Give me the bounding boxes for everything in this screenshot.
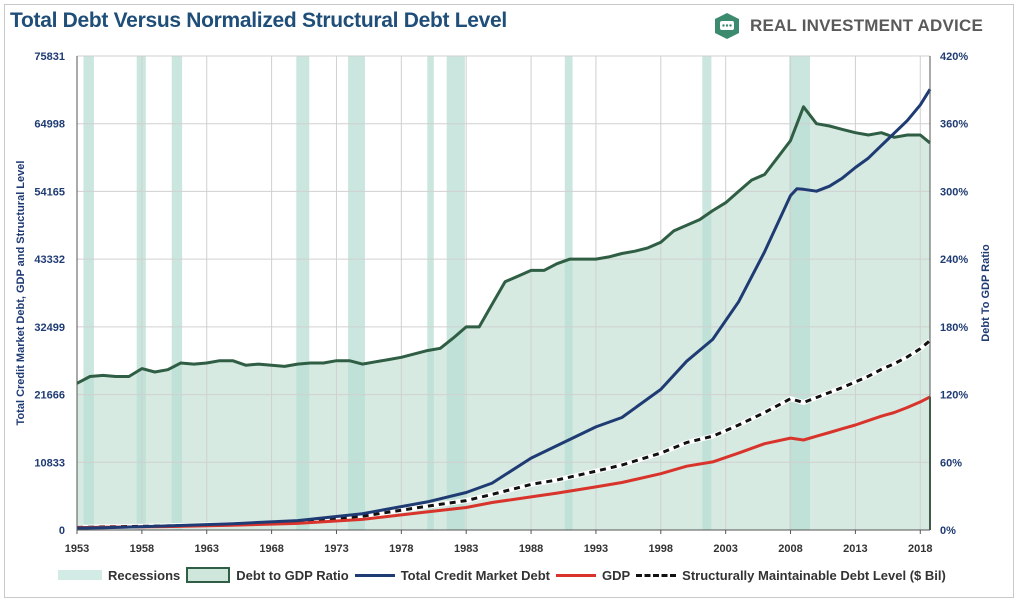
legend-item-recessions: Recessions	[58, 568, 180, 583]
x-tick-label: 1968	[259, 543, 283, 555]
y-right-tick-label: 0%	[940, 525, 956, 537]
legend-label-ratio: Debt to GDP Ratio	[236, 567, 349, 583]
x-tick-label: 1993	[584, 543, 608, 555]
x-tick-label: 1973	[324, 543, 348, 555]
y-right-tick-label: 240%	[940, 254, 968, 266]
x-tick-label: 1953	[65, 543, 89, 555]
legend-label-gdp: GDP	[601, 567, 631, 583]
x-tick-label: 2013	[843, 543, 867, 555]
y-left-tick-label: 10833	[34, 457, 65, 469]
recession-band	[427, 56, 434, 530]
y-right-tick-label: 120%	[940, 390, 968, 402]
x-tick-label: 2018	[908, 543, 932, 555]
x-tick-label: 1998	[649, 543, 673, 555]
legend-item-structural: Structurally Maintainable Debt Level ($ …	[636, 568, 946, 583]
x-tick-label: 2003	[713, 543, 737, 555]
ratio-area	[77, 106, 930, 531]
brand-name: REAL INVESTMENT ADVICE	[750, 16, 983, 35]
legend-item-gdp: GDP	[555, 567, 631, 583]
y-right-tick-label: 60%	[940, 457, 962, 469]
y-axis-title-right: Debt To GDP Ratio	[980, 244, 992, 342]
recession-band	[296, 56, 310, 530]
recession-band	[702, 56, 712, 530]
y-right-tick-label: 420%	[940, 51, 968, 63]
y-right-tick-label: 300%	[940, 186, 968, 198]
y-left-tick-label: 54165	[34, 186, 65, 198]
recession-band	[83, 56, 94, 530]
x-tick-label: 1988	[519, 543, 543, 555]
recession-band	[171, 56, 183, 530]
legend-swatch-structural	[636, 573, 677, 577]
y-left-tick-label: 75831	[34, 51, 65, 63]
recession-band	[348, 56, 365, 530]
chart-legend: Recessions Debt to GDP Ratio Total Credi…	[58, 565, 952, 585]
x-tick-label: 1958	[130, 543, 154, 555]
legend-item-ratio: Debt to GDP Ratio	[186, 567, 349, 583]
y-left-tick-label: 0	[59, 525, 65, 537]
legend-swatch-debt	[354, 573, 395, 577]
legend-label-debt: Total Credit Market Debt	[400, 567, 550, 583]
legend-swatch-recessions	[58, 570, 102, 580]
x-tick-label: 2008	[778, 543, 802, 555]
series-line-total-credit-market-debt	[76, 88, 932, 530]
y-left-tick-label: 21666	[34, 390, 65, 402]
brand-logo: REAL INVESTMENT ADVICE	[712, 12, 983, 40]
x-tick-label: 1983	[454, 543, 478, 555]
y-right-tick-label: 180%	[940, 322, 968, 334]
recession-band	[564, 56, 573, 530]
legend-swatch-ratio	[186, 567, 231, 583]
recession-band	[789, 56, 810, 530]
y-axis-title-left: Total Credit Market Debt, GDP and Struct…	[15, 161, 27, 426]
chart-title: Total Debt Versus Normalized Structural …	[10, 9, 507, 32]
series-line-debt-to-gdp-ratio	[76, 105, 931, 385]
legend-item-debt: Total Credit Market Debt	[354, 567, 550, 583]
y-left-tick-label: 43332	[34, 254, 65, 266]
legend-label-recessions: Recessions	[108, 567, 181, 583]
series-line-gdp	[76, 395, 931, 530]
legend-swatch-gdp	[555, 573, 596, 577]
legend-label-structural: Structurally Maintainable Debt Level ($ …	[682, 567, 946, 583]
y-left-tick-label: 64998	[34, 119, 65, 131]
recession-band	[446, 56, 465, 530]
recession-band	[136, 56, 146, 530]
y-right-tick-label: 360%	[940, 119, 968, 131]
chat-bubble-icon	[715, 13, 739, 39]
x-tick-label: 1963	[194, 543, 218, 555]
y-left-tick-label: 32499	[34, 322, 65, 334]
x-tick-label: 1978	[389, 543, 413, 555]
series-line-structural-debt	[76, 339, 931, 529]
